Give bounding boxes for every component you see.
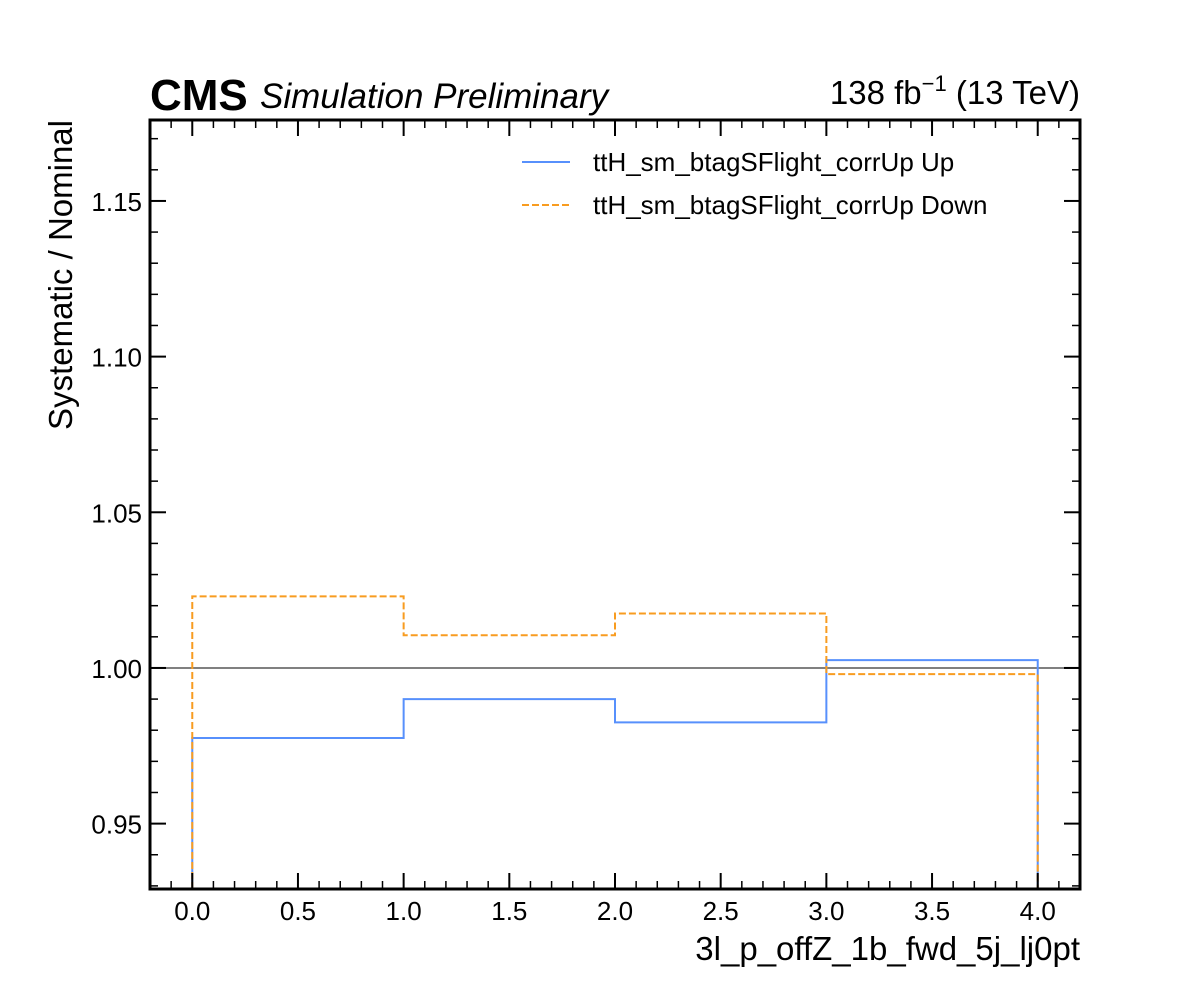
lumi-energy: (13 TeV) (947, 74, 1080, 111)
legend-label-down: ttH_sm_btagSFlight_corrUp Down (593, 190, 988, 220)
experiment-label: CMS (150, 71, 248, 120)
series-layer (191, 595, 1039, 889)
legend-label-up: ttH_sm_btagSFlight_corrUp Up (593, 147, 954, 177)
x-tick-label: 2.0 (597, 896, 633, 926)
plot-frame (148, 118, 1082, 891)
x-axis-label: 3l_p_offZ_1b_fwd_5j_lj0pt (695, 930, 1080, 967)
lumi-label: 138 fb−1 (13 TeV) (830, 71, 1080, 111)
x-tick-label: 0.0 (174, 896, 210, 926)
x-axis-ticks: 0.0 0.5 1.0 1.5 2.0 2.5 3.0 3.5 4.0 (170, 120, 1060, 926)
x-tick-label: 3.5 (914, 896, 950, 926)
lumi-value: 138 fb (830, 74, 922, 111)
legend: ttH_sm_btagSFlight_corrUp Up ttH_sm_btag… (522, 147, 988, 220)
x-tick-label: 1.5 (491, 896, 527, 926)
y-tick-label: 1.05 (91, 498, 142, 528)
y-tick-label: 1.15 (91, 187, 142, 217)
series-up-line (191, 659, 1039, 889)
y-tick-label: 0.95 (91, 810, 142, 840)
x-tick-label: 3.0 (808, 896, 844, 926)
x-tick-label: 2.5 (703, 896, 739, 926)
y-tick-label: 1.00 (91, 654, 142, 684)
x-tick-label: 0.5 (280, 896, 316, 926)
y-tick-label: 1.10 (91, 343, 142, 373)
y-axis-ticks: 0.95 1.00 1.05 1.10 1.15 (91, 137, 1080, 887)
lumi-exponent: −1 (922, 71, 947, 96)
status-label: Simulation Preliminary (260, 77, 611, 116)
x-tick-label: 4.0 (1020, 896, 1056, 926)
x-tick-label: 1.0 (386, 896, 422, 926)
y-axis-label: Systematic / Nominal (42, 120, 79, 430)
series-down-line (191, 595, 1039, 889)
